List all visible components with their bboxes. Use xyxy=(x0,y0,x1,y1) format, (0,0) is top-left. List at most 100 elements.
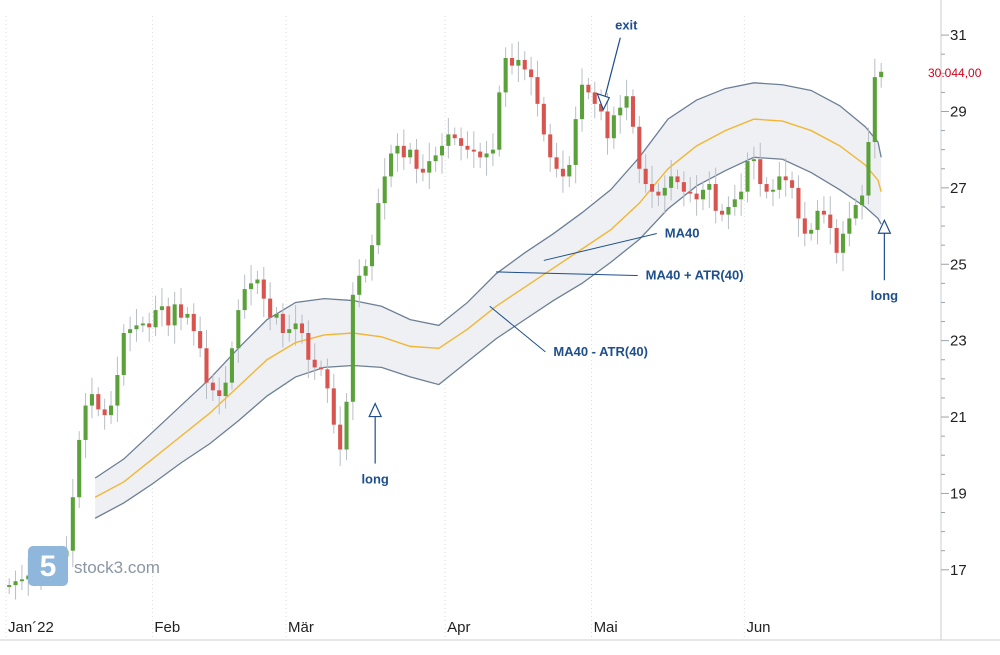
candle-down xyxy=(420,168,425,173)
x-tick-label: Jun xyxy=(746,619,770,636)
candle-down xyxy=(452,134,457,139)
candle-down xyxy=(599,103,604,112)
arrow-up-icon xyxy=(368,402,383,418)
candle-up xyxy=(879,71,884,78)
candle-down xyxy=(834,227,839,253)
y-tick-label: 31 xyxy=(950,27,967,44)
candle-up xyxy=(707,184,712,190)
candle-up xyxy=(134,325,139,330)
candle-down xyxy=(675,176,680,183)
candle-down xyxy=(637,126,642,169)
y-tick-label: 17 xyxy=(950,562,967,579)
candle-down xyxy=(522,59,527,70)
candle-up xyxy=(389,153,394,177)
candle-down xyxy=(217,390,222,397)
candle-down xyxy=(790,180,795,188)
arrow-shaft xyxy=(604,37,621,96)
band-label: MA40 + ATR(40) xyxy=(646,268,744,283)
candle-up xyxy=(815,210,820,230)
candle-down xyxy=(401,145,406,158)
candle-down xyxy=(764,184,769,192)
candle-down xyxy=(325,369,330,389)
candle-up xyxy=(739,191,744,200)
candle-up xyxy=(872,77,877,143)
y-tick-label: 21 xyxy=(950,409,967,426)
candle-up xyxy=(357,275,362,295)
candle-down xyxy=(828,214,833,228)
candle-down xyxy=(529,69,534,78)
candle-up xyxy=(809,229,814,234)
candle-up xyxy=(669,176,674,188)
candle-down xyxy=(268,298,273,318)
logo-icon xyxy=(28,546,68,586)
candle-up xyxy=(19,579,24,582)
candle-up xyxy=(446,134,451,146)
candle-up xyxy=(624,96,629,108)
y-tick-label: 27 xyxy=(950,180,967,197)
candle-down xyxy=(509,58,515,66)
candle-up xyxy=(490,149,495,154)
candle-up xyxy=(77,439,82,498)
x-axis: Jan´22 Feb Mär Apr Mai Jun xyxy=(0,619,1000,641)
candle-down xyxy=(821,210,826,215)
candle-down xyxy=(102,409,107,416)
candle-up xyxy=(618,107,623,116)
candle-up xyxy=(860,195,865,206)
candle-up xyxy=(726,206,731,215)
candle-up xyxy=(376,203,381,246)
candle-down xyxy=(465,145,470,150)
y-tick-label: 19 xyxy=(950,485,967,502)
candle-up xyxy=(223,382,228,397)
candle-up xyxy=(866,142,871,196)
candle-up xyxy=(121,333,126,376)
candle-down xyxy=(471,149,476,152)
candle-up xyxy=(427,161,432,173)
candle-up xyxy=(83,405,88,440)
candle-down xyxy=(459,138,464,146)
candle-up xyxy=(395,145,400,154)
candle-down xyxy=(592,92,597,104)
signal-label: long xyxy=(361,472,388,487)
last-price-label: 30.044,00 xyxy=(928,66,982,80)
candle-up xyxy=(516,59,521,66)
band-label: MA40 - ATR(40) xyxy=(553,344,648,359)
signal-label: exit xyxy=(615,18,638,33)
candle-up xyxy=(853,205,858,219)
candle-up xyxy=(363,266,368,276)
candle-up xyxy=(484,153,489,158)
candle-down xyxy=(541,103,546,135)
candle-up xyxy=(567,164,572,177)
candle-down xyxy=(198,331,203,349)
candle-up xyxy=(274,313,279,318)
candle-up xyxy=(115,375,120,406)
candle-up xyxy=(236,310,241,349)
candle-down xyxy=(605,111,610,139)
candle-down xyxy=(720,210,725,215)
x-tick-label: Feb xyxy=(154,619,180,636)
candle-down xyxy=(688,191,693,194)
candle-up xyxy=(287,329,292,334)
arrow-down-icon xyxy=(596,92,611,112)
band-callouts: MA40 MA40 + ATR(40) MA40 - ATR(40) xyxy=(489,226,744,359)
band-label: MA40 xyxy=(665,226,700,241)
candle-up xyxy=(611,115,616,139)
x-tick-label: Mär xyxy=(288,619,314,636)
candle-down xyxy=(96,394,101,410)
candle-down xyxy=(306,333,311,360)
candle-up xyxy=(293,323,298,330)
candle-down xyxy=(204,348,209,383)
candle-up xyxy=(242,289,247,311)
candle-down xyxy=(630,96,635,127)
candle-down xyxy=(554,157,559,169)
candle-up xyxy=(344,401,349,450)
y-axis: 17 19 21 23 25 27 29 31 30.044,00 xyxy=(928,0,982,640)
y-tick-label: 23 xyxy=(950,333,967,350)
candle-down xyxy=(338,424,343,450)
candle-up xyxy=(433,155,438,162)
candle-down xyxy=(331,388,336,425)
candle-up xyxy=(847,218,852,234)
y-tick-label: 29 xyxy=(950,103,967,120)
candle-up xyxy=(777,176,782,190)
